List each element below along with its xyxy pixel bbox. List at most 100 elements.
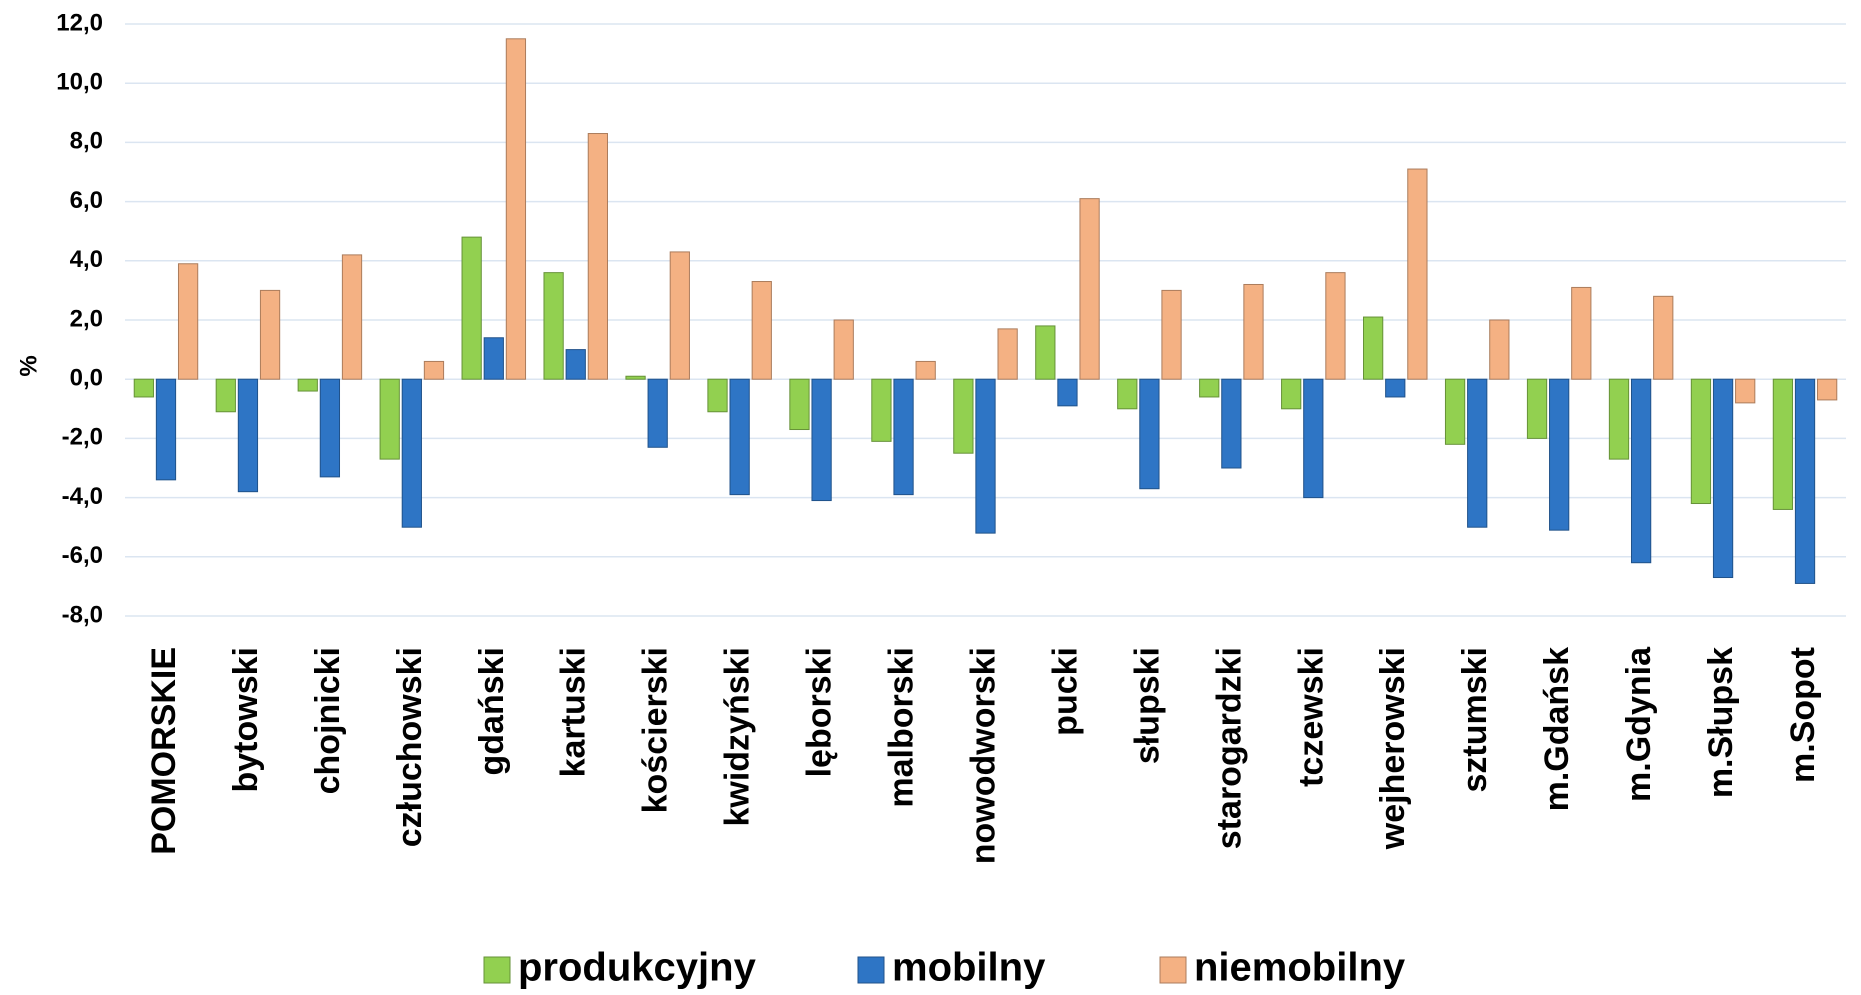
y-tick-label: 4,0 [70, 246, 103, 273]
bar [423, 360, 445, 380]
x-tick-label: malborski [883, 647, 921, 808]
x-tick-label: chojnicki [309, 647, 347, 794]
bar [565, 349, 586, 380]
bar [1243, 283, 1264, 380]
bar [915, 360, 936, 380]
y-tick-label: 6,0 [70, 187, 103, 214]
bar [297, 378, 318, 392]
bar [237, 378, 259, 493]
bar [1735, 378, 1756, 404]
y-axis-label: % [15, 355, 42, 376]
x-tick-label: pucki [1046, 647, 1084, 736]
bar [1303, 378, 1324, 499]
bar [133, 378, 154, 398]
bar [483, 337, 504, 380]
bar [505, 38, 527, 380]
bar [1772, 378, 1794, 510]
x-tick-label: kościerski [637, 647, 675, 813]
x-tick-label: bytowski [227, 647, 265, 792]
y-tick-label: 0,0 [70, 365, 103, 392]
bar [259, 289, 281, 380]
y-tick-label: -2,0 [62, 424, 103, 451]
bar [1139, 378, 1160, 490]
bar [707, 378, 728, 413]
y-tick-label: -8,0 [62, 601, 103, 628]
bar [1653, 295, 1674, 380]
bar [379, 378, 400, 460]
bar [215, 378, 236, 413]
x-tick-label: gdański [473, 647, 511, 775]
bar [1057, 378, 1078, 407]
bar [1608, 378, 1630, 460]
x-tick-label: kartuski [555, 647, 593, 777]
bar [1035, 325, 1056, 380]
x-tick-label: wejherowski [1374, 647, 1412, 850]
bar [1690, 378, 1712, 505]
bar [1467, 378, 1488, 528]
x-tick-label: m.Sopot [1784, 647, 1822, 783]
legend-swatch [857, 956, 885, 984]
bar [1385, 378, 1406, 398]
bar [341, 254, 363, 380]
x-tick-label: człuchowski [391, 647, 429, 847]
bar [789, 378, 810, 431]
bar [319, 378, 341, 478]
bar [1489, 319, 1510, 380]
x-tick-label: sztumski [1456, 647, 1494, 793]
y-tick-label: -6,0 [62, 542, 103, 569]
bar [543, 272, 564, 380]
bar [1407, 168, 1428, 380]
bar [1161, 289, 1182, 380]
bar [1712, 378, 1734, 579]
x-tick-label: nowodworski [964, 647, 1002, 864]
x-tick-label: POMORSKIE [145, 647, 183, 855]
bar [1526, 378, 1548, 439]
bar [1199, 378, 1220, 398]
bar [751, 281, 772, 380]
x-tick-label: słupski [1128, 647, 1166, 764]
y-tick-label: 10,0 [56, 69, 103, 96]
bar [893, 378, 914, 496]
bar [997, 328, 1018, 380]
bar [975, 378, 996, 534]
legend-label: produkcyjny [518, 946, 757, 990]
x-tick-label: kwidzyński [719, 647, 757, 827]
y-tick-label: 8,0 [70, 128, 103, 155]
x-tick-label: m.Słupsk [1702, 647, 1740, 798]
bar [1549, 378, 1570, 531]
bar [669, 251, 690, 380]
legend-swatch [1159, 956, 1187, 984]
y-tick-label: 2,0 [70, 305, 103, 332]
bar [1630, 378, 1652, 564]
bar [1794, 378, 1816, 584]
bar [811, 378, 832, 502]
bar [953, 378, 974, 454]
legend-label: niemobilny [1194, 946, 1406, 990]
bar [647, 378, 668, 448]
bar [625, 375, 646, 380]
y-tick-label: 12,0 [56, 9, 103, 36]
bar [1363, 316, 1384, 380]
x-tick-label: m.Gdańsk [1538, 647, 1576, 811]
bar [1444, 378, 1466, 445]
x-tick-label: m.Gdynia [1620, 646, 1658, 802]
bar [401, 378, 422, 528]
bar [1325, 272, 1346, 380]
bar [1221, 378, 1242, 469]
bar [1817, 378, 1838, 401]
x-tick-label: starogardzki [1210, 647, 1248, 849]
bar [1571, 286, 1592, 380]
bar [1281, 378, 1302, 410]
x-tick-label: lęborski [801, 647, 839, 777]
bar [729, 378, 750, 496]
bar [587, 133, 608, 380]
bar [177, 263, 199, 380]
y-tick-label: -4,0 [62, 483, 103, 510]
bar [833, 319, 854, 380]
bar [1079, 198, 1100, 380]
bar [461, 236, 482, 380]
bar [1117, 378, 1138, 410]
legend-swatch [483, 956, 511, 984]
legend-label: mobilny [892, 946, 1046, 990]
